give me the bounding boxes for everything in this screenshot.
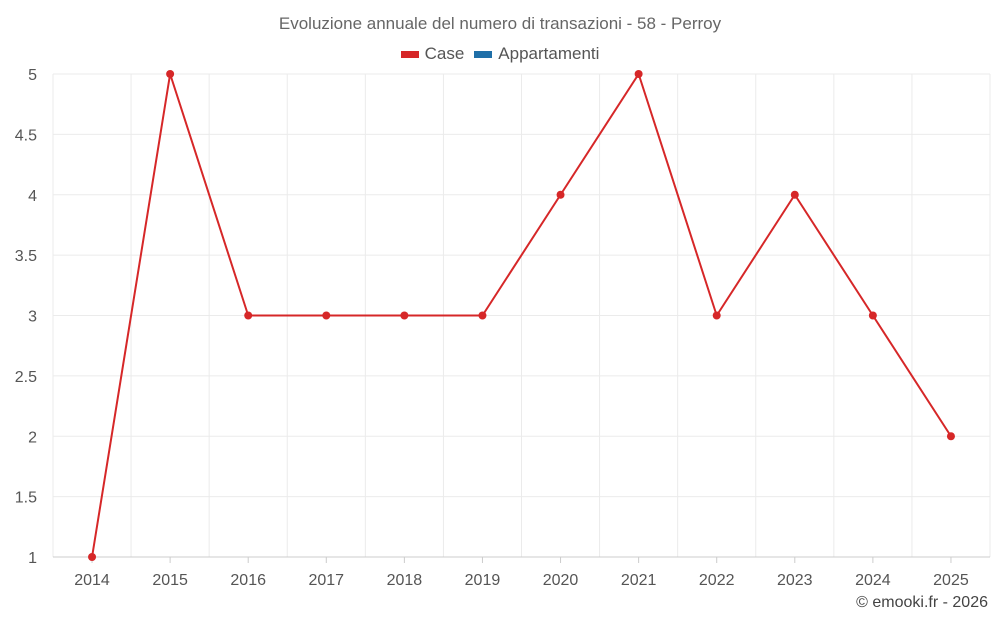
data-point	[712, 311, 721, 320]
data-point	[790, 190, 799, 199]
data-point	[634, 70, 643, 78]
data-point	[946, 432, 955, 441]
y-tick-label: 1.5	[15, 490, 37, 507]
data-point	[868, 311, 877, 320]
data-point	[556, 190, 565, 199]
x-tick-label: 2016	[230, 572, 266, 589]
x-tick-label: 2020	[543, 572, 579, 589]
x-tick-label: 2018	[387, 572, 423, 589]
x-tick-label: 2017	[308, 572, 344, 589]
chart-title: Evoluzione annuale del numero di transaz…	[278, 14, 722, 33]
legend-item-appartamenti[interactable]: Appartamenti	[474, 44, 599, 64]
chart-legend: Case Appartamenti	[0, 44, 1000, 64]
y-tick-label: 3	[28, 309, 37, 326]
x-tick-label: 2022	[699, 572, 735, 589]
x-tick-label: 2019	[465, 572, 501, 589]
data-point	[88, 553, 97, 561]
y-tick-label: 5	[28, 67, 37, 84]
legend-swatch-appartamenti	[474, 50, 493, 58]
data-point	[400, 311, 409, 320]
y-tick-label: 4	[28, 188, 37, 205]
legend-label-case: Case	[424, 44, 465, 63]
series-line-case	[91, 73, 952, 558]
y-tick-label: 2.5	[15, 369, 37, 386]
y-tick-label: 2	[28, 429, 37, 446]
legend-swatch-case	[400, 50, 419, 58]
x-tick-label: 2014	[74, 572, 110, 589]
y-tick-label: 1	[28, 550, 37, 567]
legend-item-case[interactable]: Case	[400, 44, 465, 64]
y-tick-label: 4.5	[15, 127, 37, 144]
x-tick-label: 2024	[855, 572, 891, 589]
data-point	[478, 311, 487, 320]
data-point	[322, 311, 331, 320]
data-point	[166, 70, 175, 78]
y-tick-label: 3.5	[15, 248, 37, 265]
legend-label-appartamenti: Appartamenti	[498, 44, 600, 63]
x-tick-label: 2015	[152, 572, 188, 589]
credit-text: © emooki.fr - 2026	[856, 594, 988, 611]
x-tick-label: 2023	[777, 572, 813, 589]
data-point	[244, 311, 253, 320]
x-tick-label: 2025	[933, 572, 969, 589]
x-tick-label: 2021	[621, 572, 657, 589]
